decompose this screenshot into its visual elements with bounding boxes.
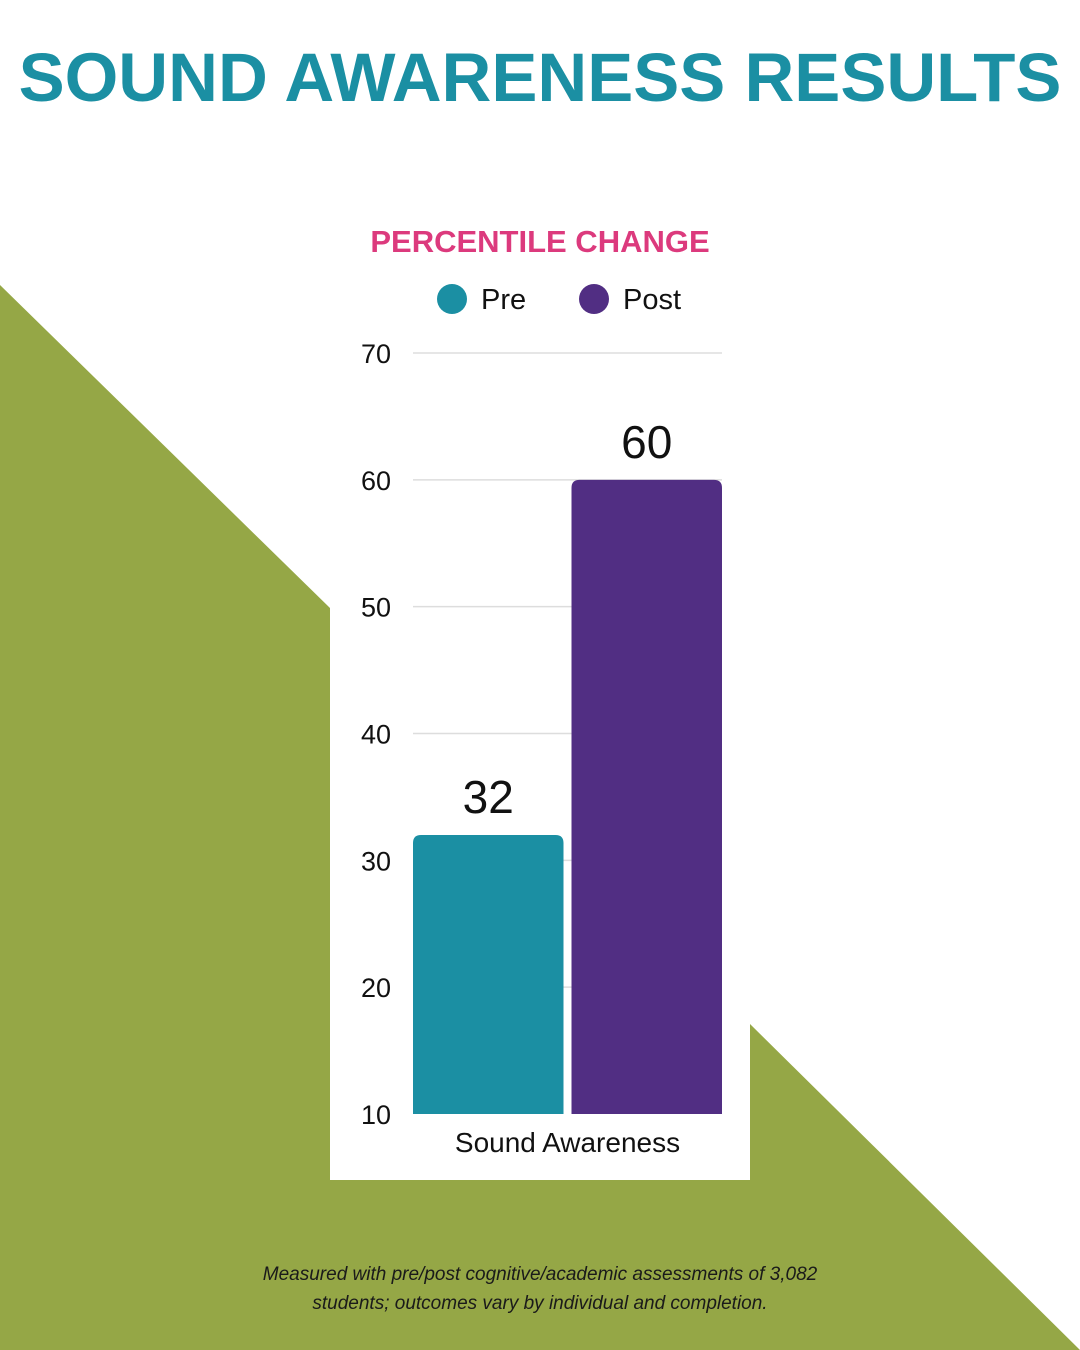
footnote: Measured with pre/post cognitive/academi… bbox=[160, 1260, 920, 1318]
x-tick-label: Sound Awareness bbox=[455, 1127, 680, 1158]
y-tick-label: 30 bbox=[361, 846, 391, 876]
footnote-line-1: Measured with pre/post cognitive/academi… bbox=[262, 1264, 818, 1285]
legend-label: Pre bbox=[481, 284, 526, 316]
legend-label: Post bbox=[623, 284, 681, 316]
bar-data-labels: 32 60 bbox=[463, 416, 673, 823]
page-title: SOUND AWARENESS RESULTS bbox=[18, 39, 1062, 116]
bars bbox=[413, 479, 722, 1114]
y-tick-label: 50 bbox=[361, 593, 391, 623]
y-tick-label: 60 bbox=[361, 466, 391, 496]
y-tick-label: 20 bbox=[361, 973, 391, 1003]
data-label-post: 60 bbox=[621, 416, 672, 468]
chart-title: PERCENTILE CHANGE bbox=[370, 224, 709, 259]
bar-pre bbox=[413, 834, 564, 1114]
data-label-pre: 32 bbox=[463, 771, 514, 823]
bar-post bbox=[571, 479, 722, 1114]
x-axis-ticks: Sound Awareness bbox=[455, 1127, 680, 1158]
y-tick-label: 70 bbox=[361, 339, 391, 369]
footnote-line-2: students; outcomes vary by individual an… bbox=[312, 1293, 768, 1314]
legend-swatch bbox=[579, 284, 609, 314]
green-diagonal-shape bbox=[0, 285, 1080, 1350]
chart-legend: Pre Post bbox=[437, 284, 681, 316]
y-tick-label: 40 bbox=[361, 720, 391, 750]
legend-swatch bbox=[437, 284, 467, 314]
legend-item-pre: Pre bbox=[437, 284, 526, 316]
y-axis-ticks: 10 20 30 40 50 60 70 bbox=[361, 339, 391, 1130]
y-tick-label: 10 bbox=[361, 1100, 391, 1130]
legend-item-post: Post bbox=[579, 284, 681, 316]
